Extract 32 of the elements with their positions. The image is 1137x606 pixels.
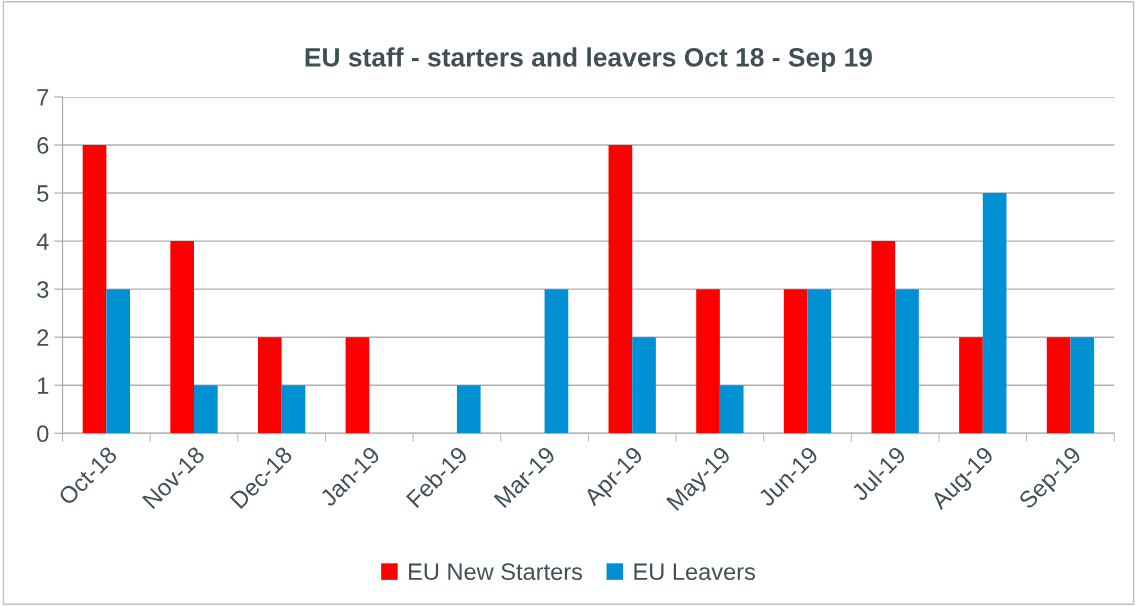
legend-label: EU Leavers (634, 563, 756, 581)
bar (982, 193, 1007, 434)
y-tick-label: 5 (37, 185, 49, 202)
bar (170, 241, 194, 434)
y-tick-label: 1 (38, 377, 49, 394)
bar (959, 337, 983, 434)
bar (1046, 337, 1071, 434)
bar (807, 289, 832, 434)
bar (608, 145, 633, 434)
bar (82, 145, 107, 434)
y-tick-label: 6 (37, 137, 49, 154)
y-tick-label: 2 (37, 329, 49, 346)
legend-label: EU New Starters (409, 563, 583, 581)
y-tick-label: 0 (37, 425, 49, 443)
y-tick-label: 3 (37, 281, 49, 298)
bar (719, 385, 744, 434)
y-tick-label: 7 (37, 89, 49, 106)
bar (106, 289, 131, 434)
bar (696, 289, 720, 434)
bar (194, 385, 218, 434)
bar (895, 289, 919, 434)
y-tick-label: 4 (36, 233, 49, 250)
bar (257, 337, 282, 434)
bar (281, 385, 306, 434)
bar (345, 337, 370, 434)
bar (1070, 337, 1095, 434)
bar (871, 241, 896, 434)
bar (544, 289, 569, 434)
bar (456, 385, 481, 434)
bar (783, 289, 808, 434)
chart-title: EU staff - starters and leavers Oct 18 - Sep 19 (305, 47, 872, 72)
bar (632, 337, 656, 434)
